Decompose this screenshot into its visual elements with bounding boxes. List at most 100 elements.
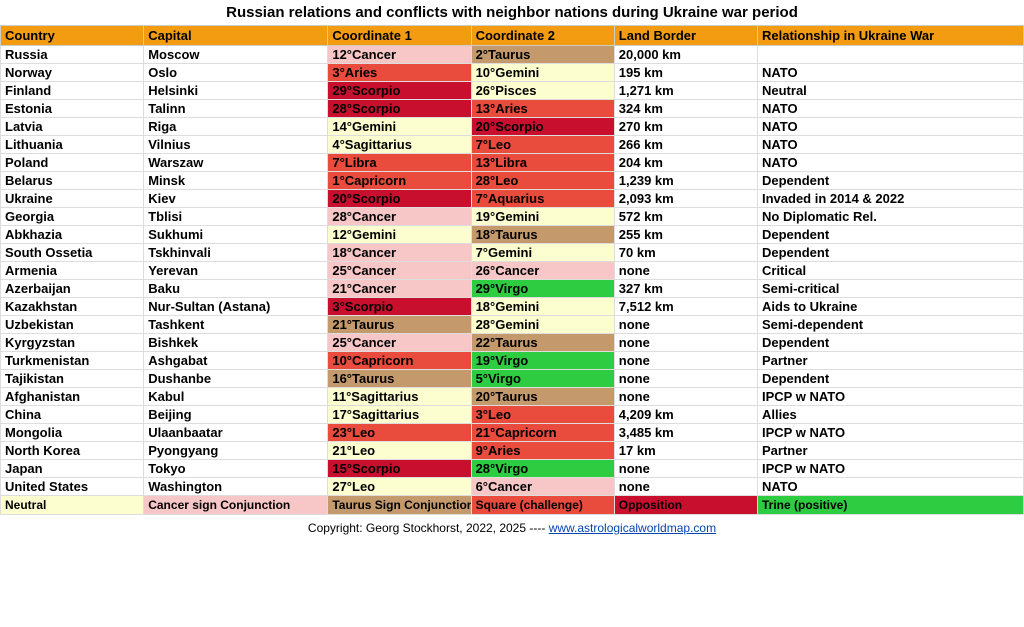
table-cell: Mongolia xyxy=(1,424,144,442)
table-cell: 21°Capricorn xyxy=(471,424,614,442)
legend-cell: Trine (positive) xyxy=(758,496,1024,515)
table-cell: 19°Gemini xyxy=(471,208,614,226)
table-cell: NATO xyxy=(758,478,1024,496)
table-cell: Kyrgyzstan xyxy=(1,334,144,352)
table-cell: 20°Scorpio xyxy=(328,190,471,208)
table-cell: 20,000 km xyxy=(614,46,757,64)
legend-row: NeutralCancer sign ConjunctionTaurus Sig… xyxy=(1,496,1024,515)
table-cell: Tajikistan xyxy=(1,370,144,388)
table-cell: Semi-critical xyxy=(758,280,1024,298)
table-cell: 22°Taurus xyxy=(471,334,614,352)
table-cell: China xyxy=(1,406,144,424)
table-cell: Russia xyxy=(1,46,144,64)
table-cell: Yerevan xyxy=(144,262,328,280)
table-cell: Washington xyxy=(144,478,328,496)
table-cell: 21°Cancer xyxy=(328,280,471,298)
page-container: Russian relations and conflicts with nei… xyxy=(0,0,1024,541)
legend-cell: Taurus Sign Conjunction xyxy=(328,496,471,515)
table-cell: Pyongyang xyxy=(144,442,328,460)
table-cell: 4,209 km xyxy=(614,406,757,424)
footer-link[interactable]: www.astrologicalworldmap.com xyxy=(549,521,716,535)
table-cell: 9°Aries xyxy=(471,442,614,460)
table-cell: 266 km xyxy=(614,136,757,154)
table-row: North KoreaPyongyang21°Leo9°Aries17 kmPa… xyxy=(1,442,1024,460)
table-row: MongoliaUlaanbaatar23°Leo21°Capricorn3,4… xyxy=(1,424,1024,442)
table-cell: 27°Leo xyxy=(328,478,471,496)
data-table: CountryCapitalCoordinate 1Coordinate 2La… xyxy=(0,25,1024,515)
table-cell: 195 km xyxy=(614,64,757,82)
table-cell: 1,271 km xyxy=(614,82,757,100)
column-header: Coordinate 2 xyxy=(471,26,614,46)
table-cell xyxy=(758,46,1024,64)
column-header: Land Border xyxy=(614,26,757,46)
table-cell: 25°Cancer xyxy=(328,262,471,280)
table-row: AfghanistanKabul11°Sagittarius20°Taurusn… xyxy=(1,388,1024,406)
table-cell: 7,512 km xyxy=(614,298,757,316)
table-cell: 10°Gemini xyxy=(471,64,614,82)
table-cell: none xyxy=(614,316,757,334)
table-cell: Invaded in 2014 & 2022 xyxy=(758,190,1024,208)
table-cell: NATO xyxy=(758,154,1024,172)
table-cell: 26°Cancer xyxy=(471,262,614,280)
table-cell: Azerbaijan xyxy=(1,280,144,298)
table-cell: 70 km xyxy=(614,244,757,262)
page-title: Russian relations and conflicts with nei… xyxy=(0,0,1024,25)
table-cell: none xyxy=(614,334,757,352)
header-row: CountryCapitalCoordinate 1Coordinate 2La… xyxy=(1,26,1024,46)
table-cell: 29°Scorpio xyxy=(328,82,471,100)
table-cell: 28°Leo xyxy=(471,172,614,190)
table-cell: 16°Taurus xyxy=(328,370,471,388)
table-cell: 17 km xyxy=(614,442,757,460)
table-cell: NATO xyxy=(758,118,1024,136)
table-cell: Baku xyxy=(144,280,328,298)
table-cell: Kiev xyxy=(144,190,328,208)
table-cell: 29°Virgo xyxy=(471,280,614,298)
table-cell: IPCP w NATO xyxy=(758,424,1024,442)
table-cell: Moscow xyxy=(144,46,328,64)
table-cell: 7°Libra xyxy=(328,154,471,172)
table-cell: 28°Cancer xyxy=(328,208,471,226)
table-cell: none xyxy=(614,262,757,280)
table-cell: 18°Gemini xyxy=(471,298,614,316)
table-cell: Neutral xyxy=(758,82,1024,100)
table-cell: 204 km xyxy=(614,154,757,172)
table-cell: Critical xyxy=(758,262,1024,280)
table-cell: 20°Scorpio xyxy=(471,118,614,136)
table-cell: 6°Cancer xyxy=(471,478,614,496)
table-cell: none xyxy=(614,370,757,388)
table-cell: 10°Capricorn xyxy=(328,352,471,370)
table-cell: 255 km xyxy=(614,226,757,244)
table-cell: none xyxy=(614,388,757,406)
table-row: AzerbaijanBaku21°Cancer29°Virgo327 kmSem… xyxy=(1,280,1024,298)
legend-cell: Square (challenge) xyxy=(471,496,614,515)
table-cell: Latvia xyxy=(1,118,144,136)
table-row: PolandWarszaw7°Libra13°Libra204 kmNATO xyxy=(1,154,1024,172)
legend-cell: Cancer sign Conjunction xyxy=(144,496,328,515)
table-cell: Sukhumi xyxy=(144,226,328,244)
table-cell: 11°Sagittarius xyxy=(328,388,471,406)
table-row: United StatesWashington27°Leo6°Cancernon… xyxy=(1,478,1024,496)
table-row: BelarusMinsk1°Capricorn28°Leo1,239 kmDep… xyxy=(1,172,1024,190)
table-row: GeorgiaTblisi28°Cancer19°Gemini572 kmNo … xyxy=(1,208,1024,226)
column-header: Capital xyxy=(144,26,328,46)
table-cell: South Ossetia xyxy=(1,244,144,262)
table-cell: Dependent xyxy=(758,370,1024,388)
table-row: TurkmenistanAshgabat10°Capricorn19°Virgo… xyxy=(1,352,1024,370)
table-cell: Talinn xyxy=(144,100,328,118)
table-cell: Dependent xyxy=(758,226,1024,244)
table-cell: 2°Taurus xyxy=(471,46,614,64)
table-cell: 7°Aquarius xyxy=(471,190,614,208)
table-cell: 1°Capricorn xyxy=(328,172,471,190)
table-cell: 12°Cancer xyxy=(328,46,471,64)
table-row: LatviaRiga14°Gemini20°Scorpio270 kmNATO xyxy=(1,118,1024,136)
table-cell: Georgia xyxy=(1,208,144,226)
table-cell: Dependent xyxy=(758,334,1024,352)
table-cell: 327 km xyxy=(614,280,757,298)
table-cell: Uzbekistan xyxy=(1,316,144,334)
table-cell: Vilnius xyxy=(144,136,328,154)
table-cell: Kazakhstan xyxy=(1,298,144,316)
table-cell: 7°Leo xyxy=(471,136,614,154)
table-cell: North Korea xyxy=(1,442,144,460)
table-cell: 23°Leo xyxy=(328,424,471,442)
table-cell: 18°Cancer xyxy=(328,244,471,262)
